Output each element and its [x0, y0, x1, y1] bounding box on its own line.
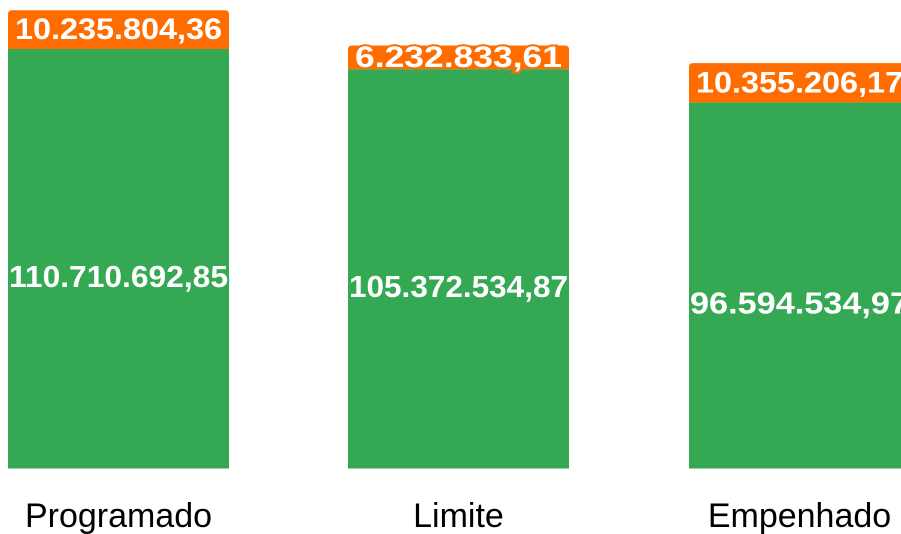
bar-segment-empenhado-base	[689, 102, 901, 469]
bar-segment-programado-base	[8, 48, 229, 469]
data-label-limite-top: 6.232.833,61	[355, 41, 562, 74]
bar-segment-limite-top	[348, 45, 569, 70]
data-labels-layer: 110.710.692,85 10.235.804,36 105.372.534,8…	[7, 11, 901, 323]
data-label-programado-base: 110.710.692,85	[9, 259, 228, 294]
bars-layer	[8, 10, 901, 469]
bar-segment-empenhado-top	[689, 63, 901, 103]
category-label-empenhado: Empenhado	[708, 497, 891, 534]
data-label-limite-base: 105.372.534,87	[349, 269, 568, 304]
data-label-empenhado-top: 10.355.206,17	[696, 66, 901, 99]
category-label-limite: Limite	[413, 497, 504, 534]
data-label-empenhado-base: 96.594.534,97	[690, 286, 901, 321]
data-label-programado-top: 10.235.804,36	[15, 13, 222, 46]
category-labels-layer: Programado Limite Empenhado	[25, 497, 891, 534]
category-label-programado: Programado	[25, 497, 212, 534]
bar-segment-programado-top	[8, 10, 229, 49]
bar-segment-limite-base	[348, 69, 569, 469]
